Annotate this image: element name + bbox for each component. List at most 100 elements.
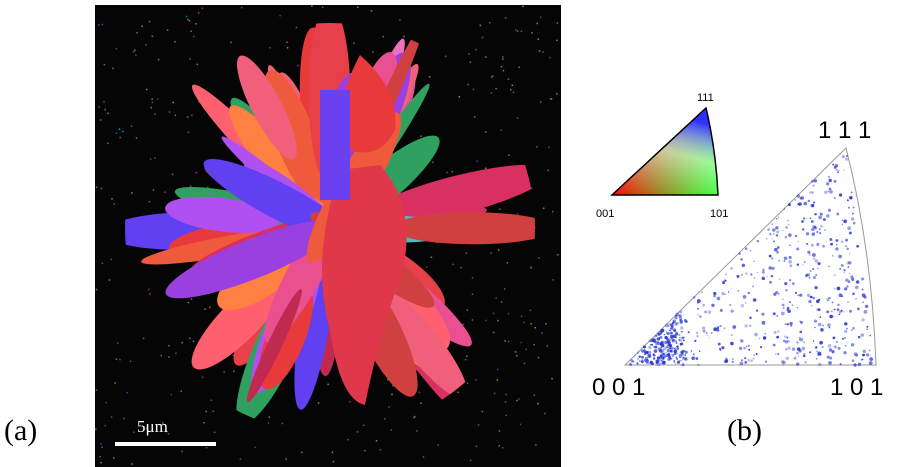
density-dot bbox=[818, 352, 822, 356]
density-dot bbox=[660, 336, 663, 339]
noise-dot bbox=[189, 338, 191, 340]
density-dot bbox=[629, 363, 632, 366]
density-dot bbox=[683, 339, 685, 341]
density-dot bbox=[869, 361, 873, 365]
noise-dot bbox=[508, 78, 510, 80]
density-dot bbox=[809, 253, 811, 255]
noise-dot bbox=[384, 418, 386, 420]
noise-dot bbox=[485, 168, 487, 170]
density-dot bbox=[811, 244, 814, 247]
noise-dot bbox=[468, 53, 470, 55]
noise-dot bbox=[189, 20, 191, 22]
noise-dot bbox=[502, 447, 504, 449]
density-dot bbox=[702, 326, 705, 329]
noise-dot bbox=[357, 6, 359, 8]
density-dot bbox=[802, 228, 804, 230]
density-dot bbox=[693, 353, 695, 355]
density-dot bbox=[660, 362, 662, 364]
noise-dot bbox=[503, 70, 505, 72]
noise-dot bbox=[515, 351, 517, 353]
density-dot bbox=[775, 291, 778, 294]
density-dot bbox=[670, 358, 672, 360]
density-dot bbox=[841, 240, 844, 243]
density-dot bbox=[810, 296, 813, 299]
noise-dot bbox=[167, 29, 169, 31]
density-dot bbox=[807, 251, 810, 254]
density-dot bbox=[834, 309, 836, 311]
density-dot bbox=[732, 325, 736, 329]
noise-dot bbox=[114, 382, 116, 384]
noise-dot bbox=[420, 135, 422, 137]
density-dot bbox=[848, 207, 850, 209]
density-dot bbox=[788, 224, 789, 225]
density-dot bbox=[753, 298, 756, 301]
noise-dot bbox=[112, 68, 114, 70]
noise-dot bbox=[157, 98, 159, 100]
density-dot bbox=[847, 301, 848, 302]
density-dot bbox=[829, 315, 833, 319]
noise-dot bbox=[189, 58, 191, 60]
density-dot bbox=[828, 209, 831, 212]
density-dot bbox=[676, 345, 678, 347]
density-dot bbox=[789, 245, 790, 246]
noise-dot bbox=[148, 289, 150, 291]
noise-dot bbox=[523, 322, 525, 324]
noise-dot bbox=[168, 433, 170, 435]
density-dot bbox=[702, 304, 705, 307]
noise-dot bbox=[547, 170, 549, 172]
noise-dot bbox=[168, 356, 170, 358]
noise-dot bbox=[116, 48, 118, 50]
noise-dot bbox=[507, 262, 509, 264]
density-dot bbox=[813, 297, 815, 299]
density-dot bbox=[699, 315, 701, 317]
density-dot bbox=[798, 241, 799, 242]
density-dot bbox=[674, 348, 676, 350]
density-dot bbox=[832, 255, 833, 256]
density-dot bbox=[644, 350, 647, 353]
noise-dot bbox=[476, 160, 478, 162]
noise-dot bbox=[520, 424, 522, 426]
density-dot bbox=[634, 355, 635, 356]
density-dot bbox=[724, 327, 726, 329]
density-dot bbox=[781, 312, 785, 316]
noise-dot bbox=[104, 109, 106, 111]
noise-dot bbox=[391, 394, 393, 396]
density-dot bbox=[837, 308, 840, 311]
density-dot bbox=[725, 357, 728, 360]
density-dot bbox=[691, 350, 693, 352]
noise-dot bbox=[517, 30, 519, 32]
noise-dot bbox=[388, 406, 390, 408]
density-dot bbox=[776, 315, 778, 317]
noise-dot bbox=[505, 17, 507, 19]
density-dot bbox=[744, 324, 747, 327]
density-dot bbox=[814, 319, 817, 322]
density-dot bbox=[828, 191, 830, 193]
density-dot bbox=[748, 349, 750, 351]
density-dot bbox=[675, 316, 678, 319]
density-dot bbox=[788, 340, 790, 342]
density-dot bbox=[822, 346, 824, 348]
density-dot bbox=[822, 324, 824, 326]
noise-dot bbox=[131, 126, 133, 128]
density-dot bbox=[747, 292, 750, 295]
noise-dot bbox=[552, 211, 554, 213]
noise-dot bbox=[119, 137, 121, 139]
density-dot bbox=[838, 255, 842, 259]
noise-dot bbox=[445, 56, 447, 58]
density-dot bbox=[858, 363, 861, 366]
noise-dot bbox=[460, 267, 462, 269]
density-dot bbox=[750, 273, 752, 275]
density-dot bbox=[814, 179, 817, 182]
noise-dot bbox=[538, 257, 540, 259]
density-dot bbox=[743, 295, 747, 299]
noise-dot bbox=[480, 25, 482, 27]
density-dot bbox=[797, 263, 800, 266]
density-dot bbox=[834, 345, 837, 348]
noise-dot bbox=[557, 254, 559, 256]
density-dot bbox=[845, 245, 847, 247]
density-dot bbox=[681, 331, 683, 333]
noise-dot bbox=[181, 451, 183, 453]
density-dot bbox=[742, 264, 745, 267]
noise-dot bbox=[513, 92, 515, 94]
noise-dot bbox=[508, 341, 510, 343]
